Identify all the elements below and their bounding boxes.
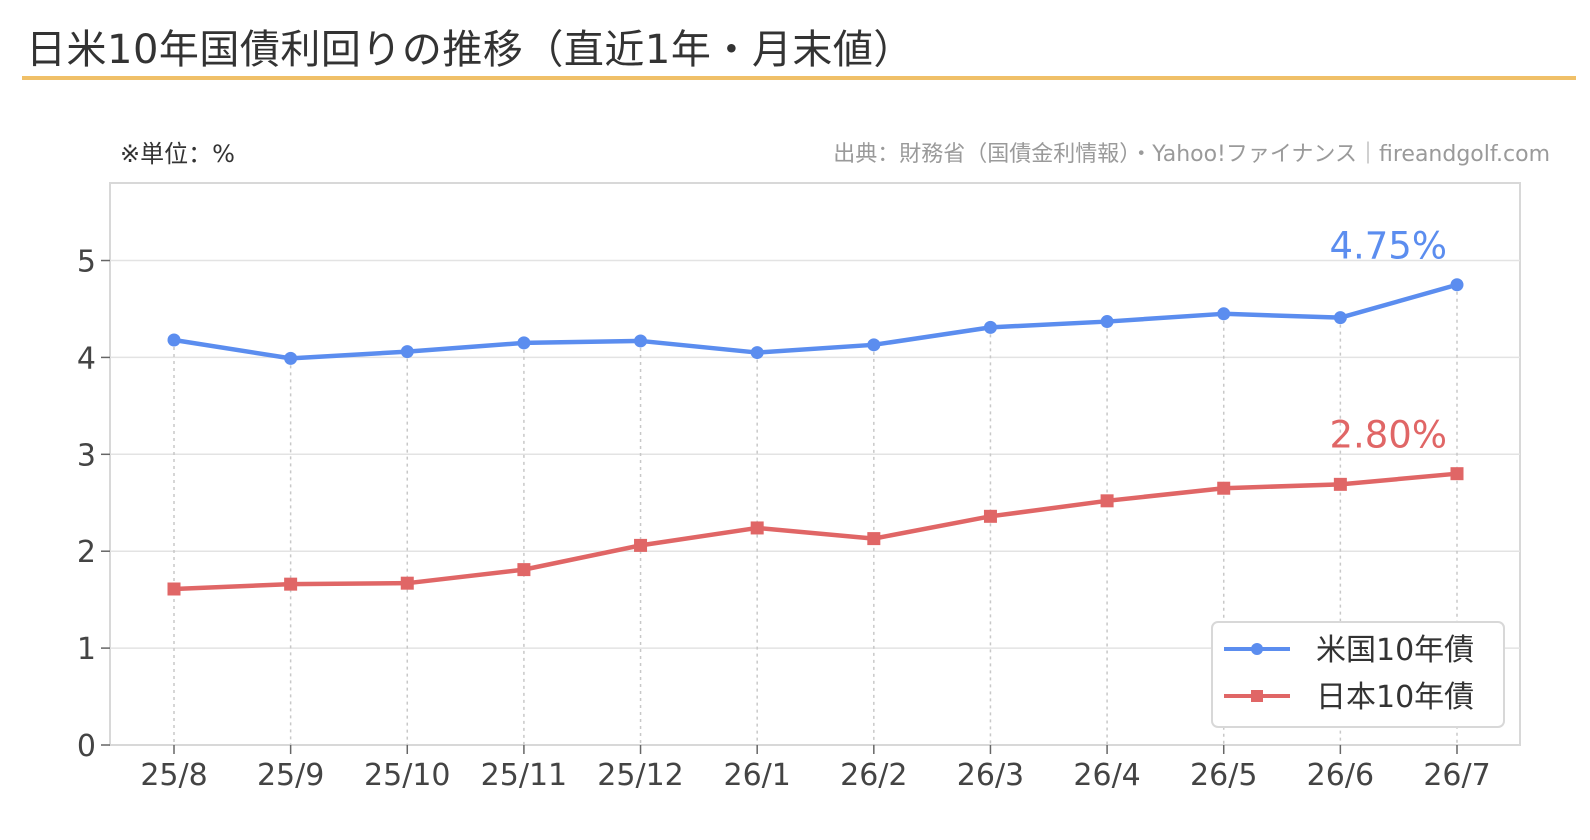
x-tick-label: 26/3 — [957, 758, 1024, 793]
data-point-us — [1450, 278, 1464, 292]
legend-label-us: 米国10年債 — [1316, 633, 1474, 668]
x-tick-label: 26/6 — [1307, 758, 1374, 793]
plot-frame — [109, 182, 1521, 746]
y-tick-label: 4 — [77, 341, 96, 376]
data-point-jp — [1333, 477, 1347, 491]
data-point-us — [867, 338, 881, 352]
data-point-us — [983, 320, 997, 334]
end-value-label-us: 4.75% — [1329, 225, 1447, 268]
series-line-jp — [171, 471, 1460, 592]
data-point-us — [400, 345, 414, 359]
data-point-us — [284, 351, 298, 365]
x-tick-label: 25/12 — [597, 758, 683, 793]
data-point-us — [750, 346, 764, 360]
x-tick-label: 25/8 — [140, 758, 207, 793]
y-axis: 0 1 2 3 4 5 — [77, 245, 110, 764]
y-tick-label: 5 — [77, 245, 96, 280]
data-point-us — [1217, 307, 1231, 321]
y-tick-label: 0 — [77, 729, 96, 764]
x-axis: 25/8 25/9 25/10 25/11 25/12 26/1 26/2 26/3 26/4 2… — [140, 745, 1491, 793]
x-tick-label: 26/1 — [723, 758, 790, 793]
title-underline — [22, 76, 1576, 80]
data-point-jp — [1217, 481, 1231, 495]
legend-marker-jp — [1251, 690, 1263, 702]
y-tick-label: 1 — [77, 632, 96, 667]
unit-note: ※単位：% — [120, 140, 235, 168]
data-point-jp — [1100, 494, 1114, 508]
series-line-us — [171, 282, 1460, 361]
data-point-us — [517, 336, 531, 350]
data-point-us — [167, 333, 181, 347]
x-tick-label: 25/11 — [481, 758, 567, 793]
end-value-labels: 4.75% 2.80% — [1329, 225, 1447, 457]
data-point-jp — [983, 509, 997, 523]
y-tick-label: 3 — [77, 438, 96, 473]
legend-label-jp: 日本10年債 — [1316, 680, 1474, 715]
data-point-us — [1333, 311, 1347, 325]
x-tick-label: 26/4 — [1073, 758, 1140, 793]
x-tick-label: 25/10 — [364, 758, 450, 793]
data-point-jp — [750, 521, 764, 535]
data-point-jp — [167, 582, 181, 596]
x-tick-label: 26/2 — [840, 758, 907, 793]
end-value-label-jp: 2.80% — [1329, 414, 1447, 457]
legend: 米国10年債 日本10年債 — [1211, 621, 1505, 728]
y-tick-label: 2 — [77, 535, 96, 570]
data-point-jp — [400, 576, 414, 590]
source-note: 出典：財務省（国債金利情報）・Yahoo!ファイナンス｜fireandgolf.… — [833, 142, 1550, 167]
data-point-us — [1100, 315, 1114, 329]
data-point-jp — [1450, 467, 1464, 481]
chart-title: 日米10年国債利回りの推移（直近1年・月末値） — [26, 27, 914, 73]
x-tick-label: 25/9 — [257, 758, 324, 793]
data-point-jp — [517, 563, 531, 577]
drop-lines — [173, 284, 1458, 745]
data-point-jp — [284, 577, 298, 591]
data-point-us — [634, 334, 648, 348]
legend-marker-us — [1251, 643, 1263, 655]
x-tick-label: 26/5 — [1190, 758, 1257, 793]
data-point-jp — [634, 538, 648, 552]
data-point-jp — [867, 532, 881, 546]
x-tick-label: 26/7 — [1423, 758, 1490, 793]
series-layer — [167, 278, 1464, 596]
